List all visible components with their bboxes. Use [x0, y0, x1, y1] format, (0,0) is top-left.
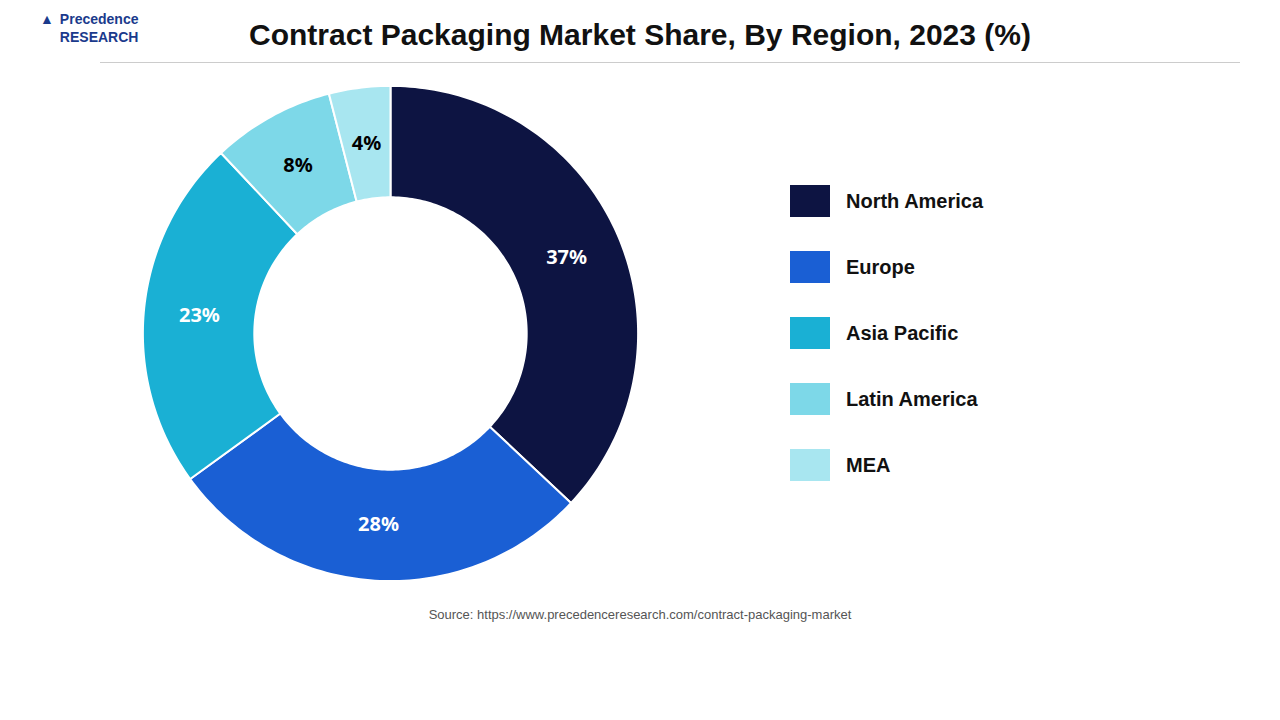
html-text:Source: https://www.precedence: Source: https://www.precedenceresearch.c…	[428, 607, 852, 622]
html-text:MEA: MEA	[846, 453, 891, 476]
svg-text:28%: 28%	[358, 510, 399, 537]
svg-text:23%: 23%	[179, 301, 220, 328]
html-text:North America: North America	[846, 189, 984, 212]
html-text:Latin America: Latin America	[846, 387, 978, 410]
html-text:Contract Packaging Market Shar: Contract Packaging Market Share, By Regi…	[249, 18, 1031, 51]
svg-text:37%: 37%	[546, 243, 587, 270]
html-text:Europe: Europe	[846, 255, 915, 278]
html-text:Asia Pacific: Asia Pacific	[846, 321, 959, 344]
svg-text:8%: 8%	[283, 151, 312, 178]
html-text:▲ Precedence RESEARCH: ▲ Precedence RESEARCH	[40, 11, 139, 46]
svg-text:4%: 4%	[352, 129, 381, 156]
